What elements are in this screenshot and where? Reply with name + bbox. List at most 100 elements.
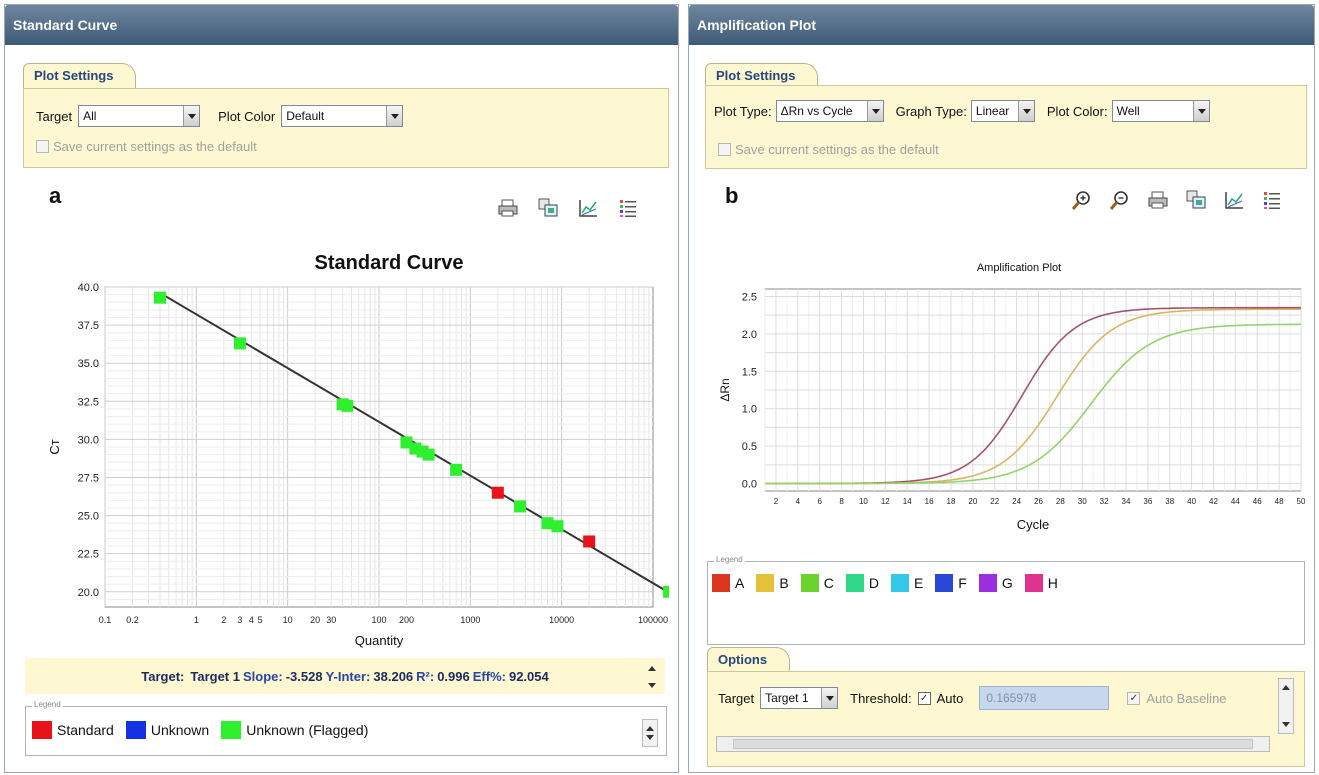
left-legend: Legend Standard Unknown Unknown (Flagged) [25, 700, 667, 756]
legend-list-icon[interactable] [617, 197, 639, 219]
save-default-label: Save current settings as the default [735, 142, 939, 157]
legend-item: D [845, 574, 879, 592]
chart-options-icon[interactable] [1223, 189, 1245, 211]
chevron-down-icon[interactable] [1017, 101, 1034, 121]
options-target-select[interactable]: Target 1 [760, 687, 839, 709]
chevron-down-icon[interactable] [1192, 101, 1209, 121]
legend-item: G [978, 574, 1013, 592]
standard-curve-chart: Standard Curve20.022.525.027.530.032.535… [47, 252, 669, 648]
auto-threshold-checkbox[interactable]: ✓ [917, 691, 931, 705]
legend-label: F [958, 575, 967, 591]
target-label: Target [36, 108, 73, 124]
summary-r2-value: 0.996 [437, 668, 470, 684]
legend-label: Unknown [150, 722, 210, 738]
scroll-thumb[interactable] [733, 739, 1253, 749]
x-tick-label: 1000 [460, 615, 480, 625]
panel-title: Standard Curve [5, 5, 678, 45]
x-tick-label: 10000 [549, 615, 574, 625]
plot-color-select[interactable]: Well [1111, 100, 1210, 122]
copy-image-icon[interactable] [537, 197, 559, 219]
legend-swatch [978, 574, 997, 592]
legend-caption: Legend [714, 555, 745, 564]
plot-color-select-value: Well [1116, 104, 1140, 118]
x-tick-label: 28 [1056, 497, 1065, 506]
x-tick-label: 22 [990, 497, 999, 506]
summary-scroll[interactable] [645, 660, 661, 694]
legend-swatch [935, 574, 954, 592]
legend-label: H [1047, 575, 1058, 591]
x-tick-label: 32 [1100, 497, 1109, 506]
legend-swatch [125, 721, 146, 739]
x-tick-label: 10 [283, 615, 293, 625]
x-tick-label: 5 [258, 615, 263, 625]
x-tick-label: 1 [194, 615, 199, 625]
save-default-checkbox[interactable] [36, 140, 49, 153]
auto-baseline-checkbox[interactable]: ✓ [1127, 691, 1141, 705]
legend-label: Unknown (Flagged) [246, 722, 369, 738]
options-scroll[interactable] [1278, 678, 1294, 734]
print-icon[interactable] [1147, 189, 1169, 211]
legend-label: E [913, 575, 924, 591]
data-point [450, 463, 463, 476]
save-default-checkbox[interactable] [718, 143, 731, 156]
data-point [233, 337, 246, 350]
zoom-in-icon[interactable] [1071, 189, 1093, 211]
y-tick-label: 35.0 [78, 358, 99, 370]
x-tick-label: 100000 [638, 615, 668, 625]
target-select[interactable]: All [78, 105, 201, 127]
horizontal-scrollbar[interactable] [716, 736, 1270, 752]
legend-item: A [712, 574, 744, 592]
chevron-down-icon[interactable] [183, 106, 200, 126]
plot-type-select[interactable]: ΔRn vs Cycle [775, 100, 884, 122]
x-tick-label: 0.2 [126, 615, 139, 625]
plot-color-label: Plot Color: [1046, 103, 1108, 119]
chevron-down-icon[interactable] [866, 101, 883, 121]
zoom-out-icon[interactable] [1109, 189, 1131, 211]
x-tick-label: 34 [1122, 497, 1131, 506]
legend-item: E [890, 574, 924, 592]
y-tick-label: 20.0 [78, 587, 99, 599]
chart-options-icon[interactable] [577, 197, 599, 219]
x-tick-label: 100 [371, 615, 386, 625]
x-tick-label: 48 [1275, 497, 1284, 506]
data-point [491, 486, 504, 499]
print-icon[interactable] [497, 197, 519, 219]
tab-plot-settings[interactable]: Plot Settings [23, 63, 137, 89]
y-tick-label: 30.0 [78, 434, 99, 446]
legend-scroll[interactable] [642, 719, 658, 747]
legend-swatch [845, 574, 864, 592]
graph-type-label: Graph Type: [895, 103, 967, 119]
legend-list-icon[interactable] [1261, 189, 1283, 211]
tab-plot-settings[interactable]: Plot Settings [705, 63, 819, 89]
x-tick-label: 24 [1012, 497, 1021, 506]
legend-item: Unknown [125, 721, 210, 739]
legend-label: A [735, 575, 745, 591]
legend-item: F [935, 574, 967, 592]
legend-item: Unknown (Flagged) [221, 721, 368, 739]
target-select-value: All [83, 109, 97, 123]
y-tick-label: 40.0 [78, 282, 99, 294]
legend-caption: Legend [32, 700, 63, 709]
x-tick-label: 44 [1231, 497, 1240, 506]
summary-target-value: Target 1 [190, 668, 240, 684]
summary-slope-value: -3.528 [285, 668, 323, 684]
chevron-down-icon[interactable] [821, 688, 838, 708]
x-tick-label: 36 [1143, 497, 1152, 506]
x-axis-label: Cycle [1017, 517, 1050, 532]
threshold-input[interactable]: 0.165978 [979, 686, 1110, 710]
panel-title: Amplification Plot [689, 5, 1314, 45]
chevron-down-icon[interactable] [386, 106, 403, 126]
copy-image-icon[interactable] [1185, 189, 1207, 211]
y-axis-label: Cт [47, 439, 62, 454]
tab-options[interactable]: Options [707, 647, 791, 673]
plot-settings-box: Plot Type: ΔRn vs Cycle Graph Type: Line… [705, 85, 1307, 169]
x-tick-label: 26 [1034, 497, 1043, 506]
x-tick-label: 14 [903, 497, 912, 506]
standard-curve-panel: Standard Curve Plot Settings Target All … [4, 4, 679, 773]
x-tick-label: 18 [947, 497, 956, 506]
options-target-select-value: Target 1 [765, 691, 809, 705]
graph-type-select[interactable]: Linear [970, 100, 1035, 122]
y-tick-label: 1.5 [742, 366, 757, 378]
summary-r2-label: R²: [416, 668, 435, 684]
plot-color-select[interactable]: Default [281, 105, 404, 127]
